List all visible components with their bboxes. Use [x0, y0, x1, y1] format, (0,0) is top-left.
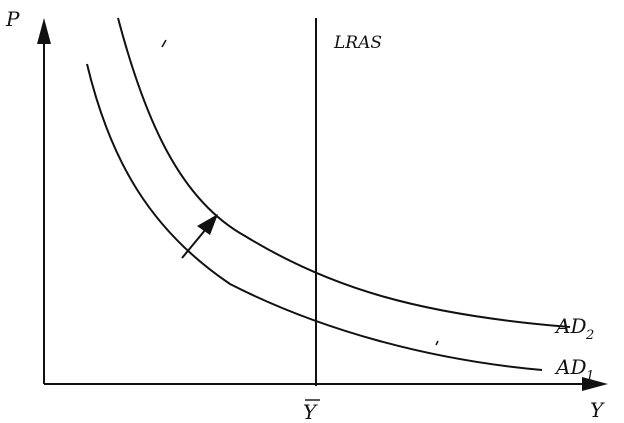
y-axis-arrowhead — [37, 18, 51, 44]
shift-arrow-head — [197, 214, 218, 235]
lras-label: LRAS — [333, 33, 382, 53]
y-bar-text: Y — [303, 400, 318, 423]
ad1-curve — [86, 63, 543, 371]
x-axis-label: Y — [590, 398, 605, 422]
ad1-label-sub: 1 — [586, 369, 594, 384]
scan-speck — [161, 39, 167, 48]
x-axis-arrowhead — [582, 377, 608, 391]
shift-arrow-shaft — [181, 228, 207, 259]
y-bar-tick-label: Y — [303, 399, 320, 423]
ad1-label: AD 1 — [554, 355, 594, 384]
ad2-label-sub: 2 — [585, 328, 594, 343]
ad2-label-base: AD — [554, 314, 586, 338]
scan-speck — [435, 340, 439, 346]
ad2-label: AD 2 — [554, 314, 594, 343]
y-axis-label: P — [5, 7, 20, 31]
ad1-label-base: AD — [554, 355, 586, 379]
ad2-curve — [117, 17, 571, 328]
